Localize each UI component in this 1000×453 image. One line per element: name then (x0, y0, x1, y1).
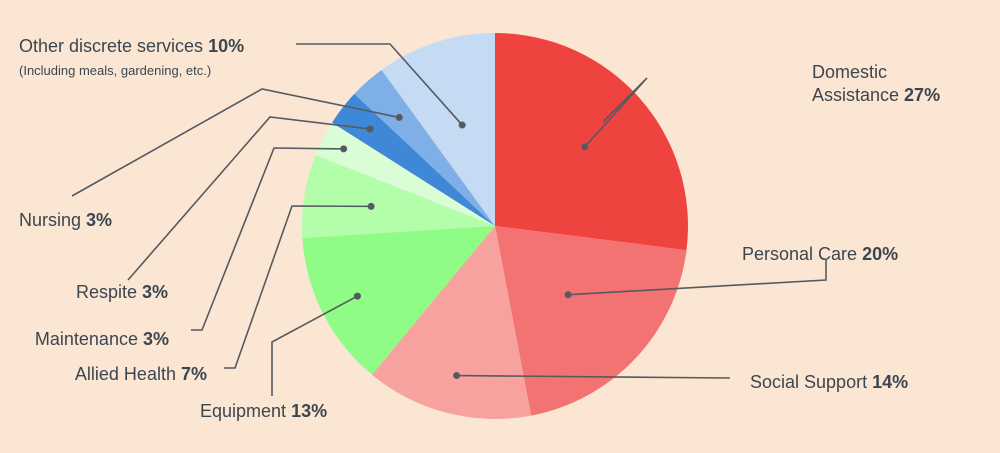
leader-dot-other-discrete-services (458, 121, 466, 129)
leader-dot-allied-health (367, 202, 375, 210)
value-label-social-support: 14% (867, 372, 908, 392)
leader-line-other-discrete-services (296, 43, 463, 126)
label-allied-health: Allied Health 7% (75, 364, 207, 384)
label-text-equipment: Equipment (200, 401, 286, 421)
leader-line-maintenance (191, 147, 344, 331)
leader-dot-social-support (453, 372, 461, 380)
leader-line-allied-health (224, 205, 372, 369)
label-text-respite: Respite (76, 282, 137, 302)
label-domestic-assistance: Domestic Assistance 27% (812, 62, 940, 105)
slice-personal-care (495, 226, 687, 416)
leader-dot-domestic-assistance (581, 143, 589, 151)
label-text-allied-health: Allied Health (75, 364, 176, 384)
leader-dot-equipment (353, 292, 361, 300)
label-other-discrete-services: Other discrete services 10% (19, 36, 244, 56)
note-other-discrete-services: (Including meals, gardening, etc.) (19, 63, 211, 78)
pie-slices (302, 33, 688, 419)
leader-line-nursing (71, 88, 400, 197)
label-text-personal-care: Personal Care (742, 244, 857, 264)
value-label-other-discrete-services: 10% (203, 36, 244, 56)
label-text-nursing: Nursing (19, 210, 81, 230)
value-label-allied-health: 7% (176, 364, 207, 384)
label-personal-care: Personal Care 20% (742, 244, 898, 264)
slice-respite (332, 93, 495, 226)
label-text-domestic-assistance: Assistance (812, 85, 899, 105)
value-label-maintenance: 3% (138, 329, 169, 349)
label-respite: Respite 3% (76, 282, 168, 302)
label-text-social-support: Social Support (750, 372, 867, 392)
value-label-domestic-assistance: 27% (899, 85, 940, 105)
value-label-respite: 3% (137, 282, 168, 302)
label-maintenance: Maintenance 3% (35, 329, 169, 349)
label-social-support: Social Support 14% (750, 372, 908, 392)
slice-domestic-assistance (495, 33, 688, 251)
leader-dot-respite (366, 125, 374, 133)
slice-labels: Domestic Assistance 27% Personal Care 20% S… (19, 36, 940, 421)
slice-equipment (302, 226, 495, 375)
leader-line-domestic-assistance (584, 77, 648, 148)
slice-other-discrete-services (381, 33, 495, 226)
label-nursing: Nursing 3% (19, 210, 112, 230)
leader-dot-nursing (395, 113, 403, 121)
value-label-nursing: 3% (81, 210, 112, 230)
leader-line-respite (127, 116, 371, 281)
slice-maintenance (315, 122, 495, 226)
leader-dot-personal-care (564, 291, 572, 299)
leader-lines (71, 43, 827, 396)
leader-line-social-support (456, 374, 731, 379)
label-text-maintenance: Maintenance (35, 329, 138, 349)
leader-line-personal-care (568, 260, 827, 296)
slice-social-support (371, 226, 532, 419)
label-text-other-discrete-services: Other discrete services (19, 36, 203, 56)
value-label-personal-care: 20% (857, 244, 898, 264)
leader-dot-maintenance (340, 145, 348, 153)
label-equipment: Equipment 13% (200, 401, 327, 421)
value-label-equipment: 13% (286, 401, 327, 421)
slice-allied-health (302, 154, 495, 239)
label-text-domestic-assistance: Domestic (812, 62, 887, 82)
leader-line-equipment (271, 295, 358, 396)
slice-nursing (354, 69, 495, 227)
